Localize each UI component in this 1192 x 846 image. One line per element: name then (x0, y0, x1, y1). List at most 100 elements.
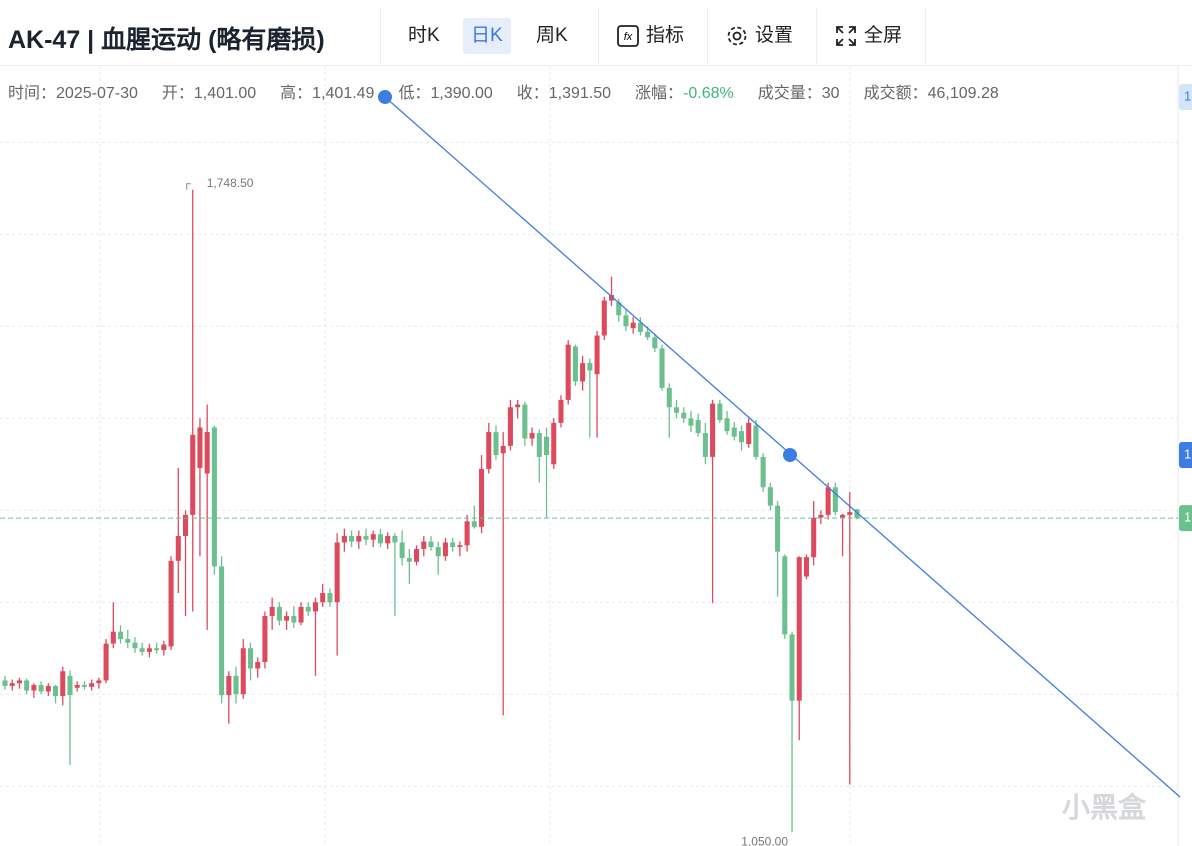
candle-body (688, 418, 694, 426)
info-value: 46,109.28 (927, 85, 999, 102)
candle-body (110, 631, 116, 644)
candle-body (782, 556, 788, 635)
candle-body (139, 648, 145, 652)
candle-body (587, 363, 593, 371)
candle-body (811, 517, 817, 558)
candle-body (493, 432, 499, 456)
candle-body (276, 606, 282, 621)
candle-body (457, 545, 463, 548)
price-tag-label: 1 (1184, 510, 1191, 525)
candle-body (219, 566, 225, 696)
info-label: 收： (516, 85, 549, 102)
candle-body (385, 536, 391, 544)
info-item: 开：1,401.00 (162, 79, 256, 103)
min-label: 1,050.00 (741, 834, 788, 846)
price-tag (1179, 442, 1192, 468)
info-label: 时间： (8, 85, 57, 102)
info-label: 开： (161, 85, 194, 102)
info-value: 1,390.00 (430, 85, 493, 102)
candle-body (558, 399, 564, 423)
max-label: 1,748.50 (207, 176, 254, 190)
separator (925, 8, 926, 64)
period-button[interactable]: 时K (408, 25, 440, 46)
candle-body (738, 431, 745, 443)
candle-body (832, 487, 838, 513)
candle-body (717, 403, 723, 421)
candle-body (486, 432, 492, 469)
candle-body (211, 427, 217, 567)
candle-body (146, 648, 152, 652)
candle-body (31, 685, 37, 691)
candle-body (233, 675, 239, 695)
info-item: 时间：2025-07-30 (8, 79, 138, 103)
candle-body (746, 422, 752, 445)
candle-body (182, 514, 189, 537)
candle-body (522, 404, 528, 439)
candle-body (356, 536, 362, 542)
candle-body (117, 631, 124, 640)
tool-label: 指标 (646, 25, 685, 46)
candle-body (81, 685, 87, 687)
candle-body (305, 606, 311, 612)
candle-body (190, 434, 196, 515)
tool-label: 设置 (755, 25, 794, 46)
candle-body (341, 536, 347, 543)
candle-body (421, 541, 427, 549)
candle-body (154, 648, 160, 651)
price-tag-label: 1 (1184, 446, 1191, 461)
candle-body (500, 445, 506, 454)
candle-body (551, 422, 557, 465)
fullscreen-button[interactable]: 全屏 (834, 18, 902, 54)
info-value: 30 (821, 85, 840, 102)
candle-body (471, 521, 477, 527)
candle-body (175, 536, 181, 561)
candle-body (775, 505, 781, 552)
info-item: 高：1,401.49 (280, 79, 374, 103)
separator (816, 8, 817, 64)
candle-body (645, 331, 651, 338)
indicator-button[interactable]: fx 指标 (616, 18, 684, 54)
candle-body (760, 456, 766, 488)
candle-body (580, 363, 586, 382)
trend-handle (783, 448, 797, 462)
candle-body (767, 487, 773, 506)
info-value: 2025-07-30 (56, 85, 138, 102)
info-item: 收：1,391.50 (517, 79, 611, 103)
watermark: 小黑盒 (1062, 792, 1147, 823)
candle-body (334, 542, 340, 603)
period-button[interactable]: 日K (463, 18, 511, 54)
separator (380, 8, 381, 64)
candle-body (240, 648, 246, 695)
candle-body (399, 542, 405, 559)
candle-body (695, 420, 701, 434)
info-item: 成交量：30 (758, 79, 840, 103)
info-value: 1,401.00 (193, 85, 257, 102)
period-button[interactable]: 周K (536, 25, 568, 46)
candle-body (9, 683, 15, 686)
candle-body (377, 534, 383, 544)
settings-button[interactable]: 设置 (725, 18, 793, 54)
candle-body (74, 685, 80, 688)
candle-body (103, 643, 109, 681)
candle-body (637, 322, 643, 332)
candle-body (818, 514, 824, 518)
candle-body (320, 593, 326, 603)
candle-body (168, 560, 174, 647)
tool-label: 全屏 (864, 25, 903, 46)
candle-body (197, 427, 203, 468)
candle-body (89, 683, 95, 687)
info-label: 成交额： (863, 85, 928, 102)
candle-body (435, 547, 441, 557)
info-label: 高： (280, 85, 313, 102)
candle-body (38, 685, 44, 692)
svg-text:fx: fx (624, 31, 633, 43)
candle-body (536, 433, 542, 457)
candle-body (479, 468, 485, 527)
candle-body (161, 644, 167, 651)
candle-body (363, 536, 369, 540)
candle-body (840, 514, 846, 518)
candle-body (370, 534, 376, 540)
candle-body (543, 436, 550, 456)
candle-body (803, 557, 809, 577)
